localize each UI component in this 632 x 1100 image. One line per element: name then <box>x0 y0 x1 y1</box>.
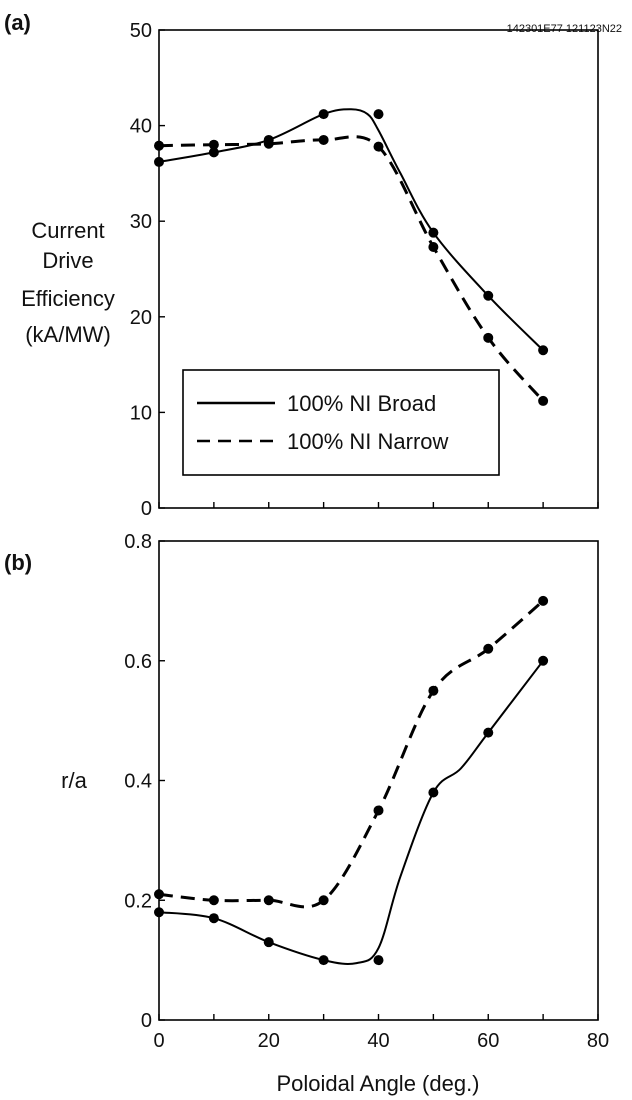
panel-b-series <box>154 595 549 966</box>
panel-a-y-tick-label: 30 <box>130 211 152 233</box>
panel-a-ylabel-line-3: Efficiency <box>21 286 115 311</box>
panel-b-data-point <box>538 595 549 606</box>
panel-a-y-ticks: 0 10 20 30 40 50 <box>130 20 165 520</box>
panel-a-y-tick-label: 40 <box>130 116 152 138</box>
legend: 100% NI Broad 100% NI Narrow <box>182 369 500 476</box>
panel-b-data-point <box>428 787 439 798</box>
panel-b-data-point <box>318 955 329 966</box>
x-axis-label: Poloidal Angle (deg.) <box>276 1071 479 1096</box>
panel-a-data-point <box>373 141 384 152</box>
panel-b-data-point <box>154 889 164 900</box>
panel-b-x-tick-label: 60 <box>477 1030 499 1052</box>
panel-a-data-point <box>208 139 219 150</box>
panel-a: (a) 0 10 20 30 40 50 Current Drive Efficiency… <box>4 10 599 520</box>
panel-a-data-point <box>263 138 274 149</box>
panel-b-data-point <box>373 805 384 816</box>
panel-b-data-point <box>373 955 384 966</box>
panel-a-data-point <box>318 109 329 120</box>
panel-a-data-point <box>154 140 164 151</box>
panel-a-data-point <box>154 156 164 167</box>
panel-a-ylabel-line-2: Drive <box>42 248 93 273</box>
panel-b-label: (b) <box>4 550 32 575</box>
panel-a-series-line-narrow <box>158 135 545 402</box>
panel-b-data-point <box>154 907 164 918</box>
panel-b-y-tick-label: 0.2 <box>124 890 152 912</box>
panel-b-x-tick-label: 80 <box>587 1030 609 1052</box>
panel-b-x-tick-label: 0 <box>153 1030 164 1052</box>
panel-b-y-tick-label: 0.6 <box>124 651 152 673</box>
panel-b-x-tick-label: 20 <box>258 1030 280 1052</box>
panel-a-ylabel-line-1: Current <box>31 218 104 243</box>
panel-b-y-axis-label: r/a <box>61 768 87 793</box>
panel-b-data-point <box>263 895 274 906</box>
panel-b-data-point <box>318 895 329 906</box>
panel-a-y-tick-label: 20 <box>130 307 152 329</box>
panel-a-data-point <box>538 395 549 406</box>
panel-b-x-tick-label: 40 <box>367 1030 389 1052</box>
panel-b-data-point <box>483 727 494 738</box>
panel-b-series-line-broad <box>158 660 544 965</box>
panel-a-data-point <box>483 332 494 343</box>
panel-b-data-point <box>483 643 494 654</box>
panel-a-data-point <box>483 290 494 301</box>
panel-b-y-ticks: 0 0.2 0.4 0.6 0.8 <box>124 531 165 1032</box>
panel-b-series-line-narrow <box>158 599 545 909</box>
panel-a-data-point <box>373 109 384 120</box>
panel-b-y-tick-label: 0.8 <box>124 531 152 553</box>
panel-b-x-ticks: 0 20 40 60 80 <box>153 1014 609 1052</box>
panel-a-x-ticks <box>158 502 599 508</box>
panel-a-data-point <box>538 345 549 356</box>
panel-a-y-tick-label: 0 <box>141 498 152 520</box>
panel-b-data-point <box>428 685 439 696</box>
legend-box <box>182 369 500 476</box>
panel-b-data-point <box>263 937 274 948</box>
panel-b-y-tick-label: 0.4 <box>124 771 152 793</box>
legend-entry-narrow: 100% NI Narrow <box>287 429 449 454</box>
panel-b: (b) 0 0.2 0.4 0.6 0.8 0 20 40 60 80 r/a <box>4 531 609 1052</box>
panel-a-data-point <box>428 242 439 253</box>
panel-a-data-point <box>208 147 219 158</box>
figure-id: 142301E77 121123N22 <box>507 23 622 35</box>
panel-b-y-tick-label: 0 <box>141 1010 152 1032</box>
panel-a-y-tick-label: 50 <box>130 20 152 42</box>
panel-b-data-point <box>208 913 219 924</box>
panel-a-series <box>154 108 549 406</box>
panel-a-y-axis-label: Current Drive Efficiency (kA/MW) <box>21 218 115 347</box>
legend-entry-broad: 100% NI Broad <box>287 391 436 416</box>
panel-b-data-point <box>208 895 219 906</box>
panel-a-data-point <box>318 134 329 145</box>
panel-b-data-point <box>538 655 549 666</box>
panel-a-y-tick-label: 10 <box>130 402 152 424</box>
panel-a-data-point <box>428 227 439 238</box>
panel-a-label: (a) <box>4 10 31 35</box>
panel-a-ylabel-line-4: (kA/MW) <box>25 322 111 347</box>
